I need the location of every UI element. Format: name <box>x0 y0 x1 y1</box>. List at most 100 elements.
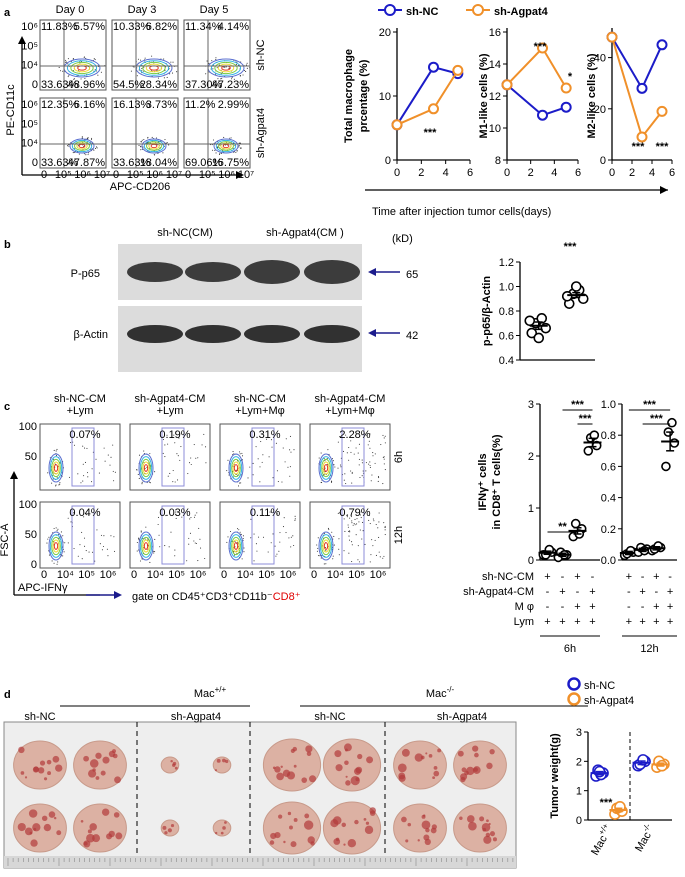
event-dot <box>348 446 350 449</box>
event-dot <box>377 480 379 483</box>
event-dot <box>365 462 367 464</box>
contour <box>52 539 60 553</box>
event-dot <box>112 444 114 446</box>
event-dot <box>55 450 57 452</box>
tumor-spot <box>100 770 106 776</box>
event-dot <box>360 516 362 519</box>
axis-label: APC-IFNγ <box>18 582 68 594</box>
event-dot <box>82 480 84 482</box>
tumor-spot <box>473 767 478 772</box>
condition-mark: + <box>626 571 632 583</box>
condition-mark: + <box>559 616 565 628</box>
tumor-spot <box>421 814 426 819</box>
event-dot <box>358 464 360 466</box>
event-dot <box>349 530 351 532</box>
event-dot <box>349 517 351 519</box>
event-dot <box>338 512 340 514</box>
event-dot <box>366 434 368 436</box>
tumor-spot <box>309 775 317 783</box>
condition-mark: - <box>591 571 595 583</box>
event-dot <box>55 485 57 487</box>
y-axis-label: M1-like cells (%) <box>478 53 490 138</box>
event-dot <box>62 70 64 72</box>
condition-mark: - <box>627 586 631 598</box>
event-dot <box>141 70 143 72</box>
condition-mark: + <box>559 586 565 598</box>
significance: *** <box>534 41 548 53</box>
event-dot <box>316 544 318 546</box>
event-dot <box>87 154 89 156</box>
event-dot <box>157 77 160 79</box>
event-dot <box>346 514 349 516</box>
contour <box>232 539 240 553</box>
event-dot <box>130 70 132 72</box>
event-dot <box>201 444 203 446</box>
contour <box>217 63 235 73</box>
x-axis-label: Time after injection tumor cells(days) <box>372 206 551 218</box>
gate <box>251 427 275 487</box>
tumor-spot <box>457 750 464 757</box>
event-dot <box>53 449 55 452</box>
event-dot <box>77 473 79 475</box>
event-dot <box>235 151 237 153</box>
event-dot <box>338 548 340 550</box>
contour <box>145 63 163 73</box>
event-dot <box>369 561 371 563</box>
y-tick-label: 0.6 <box>499 331 514 343</box>
event-dot <box>87 137 89 139</box>
contour <box>139 534 153 558</box>
event-dot <box>365 470 367 472</box>
tumor-spot <box>293 818 298 822</box>
event-dot <box>247 477 249 479</box>
event-dot <box>359 514 361 516</box>
event-dot <box>174 442 176 444</box>
x-tick-label: 4 <box>443 167 449 179</box>
event-dot <box>370 480 372 482</box>
significance: *** <box>579 413 593 425</box>
tumor-spot <box>488 822 491 826</box>
event-dot <box>378 521 380 523</box>
event-dot <box>228 474 230 476</box>
arrow-head <box>18 36 26 44</box>
x-tick-label: 4 <box>649 167 655 179</box>
point <box>537 42 548 54</box>
quadrant-value: 4.14% <box>218 21 249 33</box>
event-dot <box>349 531 351 533</box>
event-dot <box>278 550 280 552</box>
y-tick-label: 50 <box>25 451 37 463</box>
tumor-spot <box>432 776 436 780</box>
event-dot <box>293 544 295 547</box>
event-dot <box>340 466 342 468</box>
event-dot <box>94 59 96 61</box>
y-axis-label: prcentage (%) <box>358 59 370 132</box>
event-dot <box>369 433 371 435</box>
event-dot <box>194 542 196 544</box>
event-dot <box>226 470 228 472</box>
event-dot <box>140 141 142 143</box>
panel-label: c <box>4 401 10 413</box>
column-header: sh-NC-CM <box>54 393 106 405</box>
y-tick-label: 14 <box>489 59 501 71</box>
event-dot <box>275 555 277 557</box>
tumor-spot <box>482 827 487 832</box>
event-dot <box>320 452 322 454</box>
tumor-spot <box>172 761 177 766</box>
event-dot <box>153 550 155 552</box>
arm-label: sh-NC <box>24 711 55 723</box>
point <box>501 79 513 91</box>
column-header: +Lym <box>67 405 94 417</box>
event-dot <box>164 456 166 458</box>
tumor-spot <box>270 832 277 840</box>
tumor-spot <box>306 751 312 757</box>
contour <box>228 453 244 483</box>
event-dot <box>188 537 190 539</box>
tumor-spot <box>47 771 52 776</box>
tumor-spot <box>472 745 479 752</box>
band-label: β-Actin <box>74 329 108 341</box>
tumor-spot <box>397 763 407 773</box>
tumor-spot <box>485 832 491 838</box>
event-dot <box>239 451 241 453</box>
event-dot <box>285 438 287 440</box>
event-dot <box>165 515 167 517</box>
event-dot <box>384 526 386 528</box>
